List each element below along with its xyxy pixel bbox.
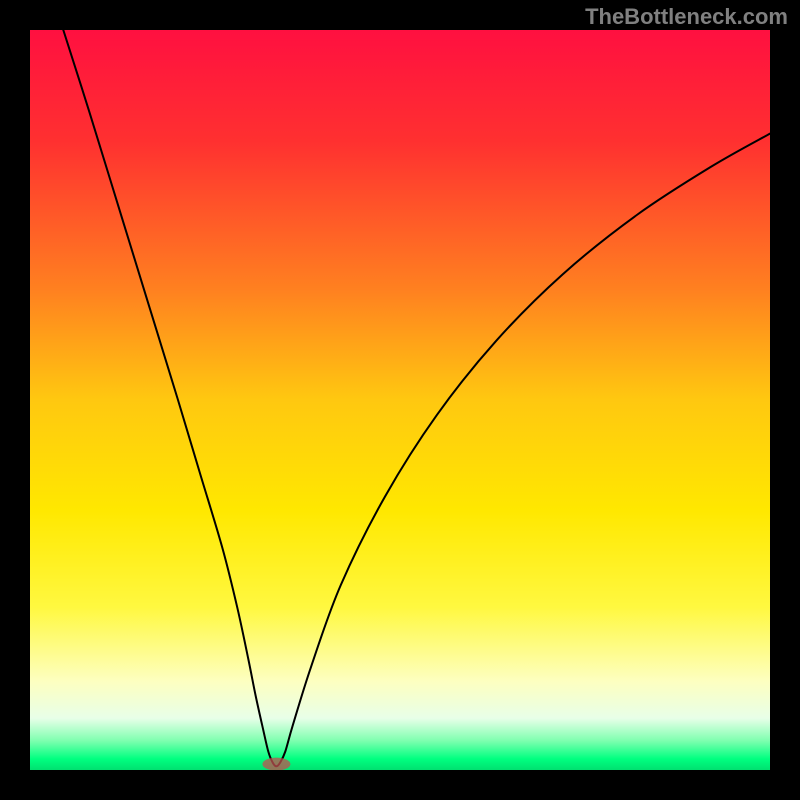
watermark-text: TheBottleneck.com <box>585 4 788 30</box>
plot-area <box>30 30 770 770</box>
chart-container: TheBottleneck.com <box>0 0 800 800</box>
gradient-background <box>30 30 770 770</box>
vertex-marker <box>262 758 290 770</box>
